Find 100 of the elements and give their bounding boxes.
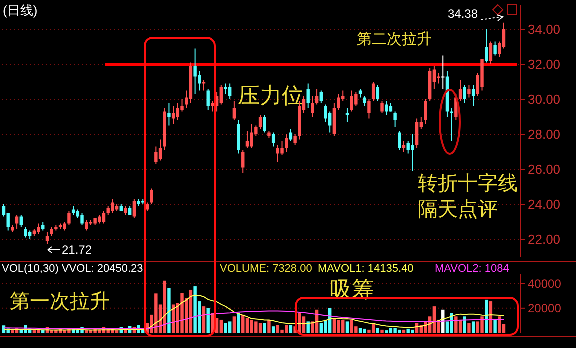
annotation: 34.38 xyxy=(448,7,478,21)
bar xyxy=(494,320,497,333)
bar xyxy=(276,325,280,333)
y-tick-label: 20000 xyxy=(528,302,562,316)
candlestick xyxy=(306,83,310,109)
candlestick xyxy=(468,85,471,98)
candlestick xyxy=(294,134,297,146)
candlestick xyxy=(24,226,28,238)
candlestick xyxy=(46,232,50,245)
candlestick xyxy=(402,141,406,152)
bar xyxy=(298,313,302,333)
candlestick xyxy=(20,214,23,228)
candlestick xyxy=(280,141,284,156)
candlestick xyxy=(68,211,71,226)
candlestick xyxy=(202,80,206,92)
candlestick xyxy=(363,96,366,107)
candlestick xyxy=(337,94,340,110)
candlestick xyxy=(324,104,328,123)
bar xyxy=(454,316,458,333)
bar xyxy=(180,293,184,333)
bar xyxy=(206,308,210,333)
bar xyxy=(202,306,206,333)
candlestick xyxy=(494,41,497,56)
y-tick-label: 34.00 xyxy=(528,22,561,38)
candlestick xyxy=(368,99,371,120)
bar xyxy=(358,328,362,333)
candlestick xyxy=(176,102,180,121)
annotation: 第二次拉升 xyxy=(357,31,432,48)
candlestick xyxy=(206,88,210,110)
bar xyxy=(268,320,271,333)
candlestick xyxy=(472,85,476,107)
candlestick xyxy=(272,132,276,148)
bar xyxy=(232,316,236,333)
text: MAVOL2: 1084 xyxy=(435,263,510,275)
candlestick xyxy=(37,223,40,235)
candlestick xyxy=(442,55,445,90)
bar xyxy=(220,320,223,333)
bar xyxy=(389,328,393,333)
bar xyxy=(380,330,384,333)
candlestick xyxy=(315,88,319,106)
bar xyxy=(263,323,266,333)
candlestick xyxy=(232,100,236,121)
y-tick-label: 32.00 xyxy=(528,57,561,72)
y-tick-label: 26.00 xyxy=(528,162,561,178)
candlestick xyxy=(311,96,314,118)
candlestick xyxy=(489,41,493,65)
candlestick xyxy=(394,111,397,128)
candlestick xyxy=(424,99,428,124)
candlestick xyxy=(346,108,350,123)
candlestick xyxy=(80,212,84,226)
candlestick xyxy=(437,72,440,84)
candlestick xyxy=(485,29,488,64)
annotation: VOLUME: 7328.00 xyxy=(220,263,312,275)
candlestick xyxy=(385,100,388,116)
bar xyxy=(237,313,240,333)
candlestick xyxy=(376,85,380,102)
annotation: 转折十字线 xyxy=(418,172,518,195)
bar xyxy=(480,316,484,333)
candlestick xyxy=(258,114,262,130)
bar xyxy=(498,316,502,333)
candlestick xyxy=(220,85,223,106)
bar xyxy=(228,322,232,333)
bar xyxy=(346,322,350,333)
candlestick xyxy=(246,130,250,149)
candlestick xyxy=(242,150,245,174)
chart-title: (日线) xyxy=(3,3,38,18)
candlestick xyxy=(224,83,228,95)
chart-title: VOL(10,30) VVOL: 20450.23 xyxy=(2,263,144,275)
bar xyxy=(376,328,380,333)
candlestick xyxy=(211,100,214,112)
candlestick xyxy=(463,85,466,104)
candlestick xyxy=(172,106,176,124)
line-series xyxy=(4,310,504,330)
candlestick xyxy=(398,130,402,151)
candlestick xyxy=(132,198,136,219)
candlestick xyxy=(276,144,280,163)
bar xyxy=(337,320,340,333)
candlestick xyxy=(102,211,106,224)
bar xyxy=(246,318,250,333)
candlestick xyxy=(85,220,88,232)
bar xyxy=(468,323,471,333)
candlestick xyxy=(228,83,232,100)
text: MAVOL1: 14135.40 xyxy=(318,263,414,275)
y-tick-label: 28.00 xyxy=(528,127,561,142)
bar xyxy=(258,323,262,333)
bar xyxy=(402,330,406,333)
bar xyxy=(472,322,476,333)
y-tick-label: 40000 xyxy=(528,277,562,292)
candlestick xyxy=(150,188,154,205)
candlestick xyxy=(154,146,158,165)
bar xyxy=(363,328,366,333)
candlestick xyxy=(415,118,419,149)
candlestick xyxy=(289,128,293,142)
candlestick xyxy=(380,100,384,114)
candlestick xyxy=(15,214,19,230)
annotation: 第一次拉升 xyxy=(10,291,110,313)
candlestick xyxy=(168,102,171,126)
candlestick xyxy=(320,90,323,104)
candlestick xyxy=(158,139,162,162)
y-tick-label: 30.00 xyxy=(528,92,561,108)
